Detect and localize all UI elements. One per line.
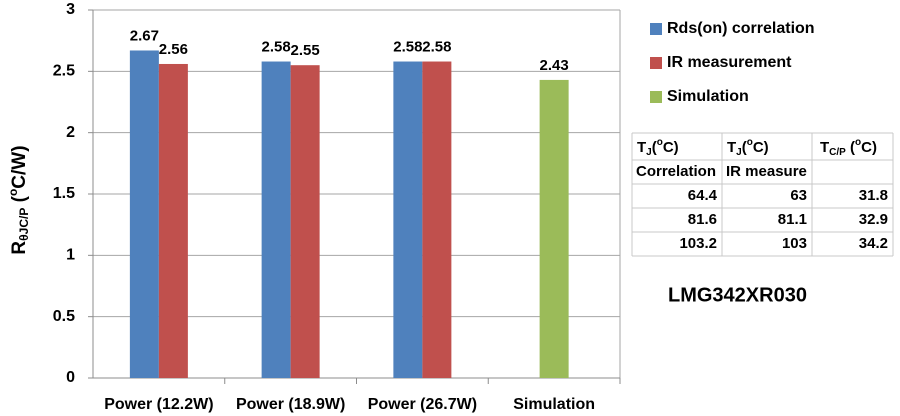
label-part: T xyxy=(637,139,646,156)
table-cell: 34.2 xyxy=(859,235,888,252)
value-label: 2.58 xyxy=(262,38,291,55)
value-label: 2.56 xyxy=(159,41,188,58)
table-cell: 81.1 xyxy=(778,211,807,228)
y-tick-label: 0.5 xyxy=(53,308,75,325)
label-part: C) xyxy=(663,139,679,156)
label-part: ( xyxy=(652,139,657,156)
label-part: J xyxy=(736,147,742,158)
bar xyxy=(422,61,452,379)
legend-swatch xyxy=(650,57,662,69)
label-part: o xyxy=(855,137,861,148)
table-cell: 103.2 xyxy=(679,235,717,252)
y-axis-label: RθJC/P (oC/W) xyxy=(6,145,31,254)
x-tick-label: Power (18.9W) xyxy=(236,396,345,413)
label-part: C/P xyxy=(829,147,846,158)
y-tick-label: 2.5 xyxy=(53,63,75,80)
bar xyxy=(261,61,291,379)
table-cell: 64.4 xyxy=(688,187,718,204)
label-part: ( xyxy=(9,195,30,207)
legend-label: Simulation xyxy=(667,88,749,105)
label-part: T xyxy=(820,139,829,156)
legend-swatch xyxy=(650,23,662,35)
table-header: TJ(oC) xyxy=(727,137,769,158)
table-cell: 81.6 xyxy=(688,211,717,228)
y-tick-label: 0 xyxy=(66,369,75,386)
bar xyxy=(158,63,188,379)
legend-label: Rds(on) correlation xyxy=(667,20,815,37)
y-tick-label: 2 xyxy=(66,124,75,141)
y-tick-label: 1.5 xyxy=(53,185,75,202)
label-part: J xyxy=(646,147,652,158)
bar xyxy=(539,79,569,379)
legend-swatch xyxy=(650,91,662,103)
value-label: 2.58 xyxy=(393,38,422,55)
table-subheader: Correlation xyxy=(636,163,716,180)
label-part: ( xyxy=(742,139,747,156)
bar xyxy=(290,65,320,378)
label-part: R xyxy=(9,241,30,255)
x-tick-label: Power (26.7W) xyxy=(368,396,477,413)
value-label: 2.43 xyxy=(540,57,569,74)
table-cell: 31.8 xyxy=(859,187,888,204)
part-label: LMG342XR030 xyxy=(668,284,807,306)
value-label: 2.67 xyxy=(130,27,159,44)
label-part: o xyxy=(747,137,753,148)
label-part: o xyxy=(657,137,663,148)
y-tick-label: 1 xyxy=(66,247,75,264)
value-label: 2.58 xyxy=(422,38,451,55)
table-subheader: IR measure xyxy=(726,163,807,180)
bar xyxy=(129,50,159,378)
table-cell: 103 xyxy=(782,235,807,252)
label-part: ( xyxy=(846,139,855,156)
label-part: C) xyxy=(861,139,877,156)
x-tick-label: Simulation xyxy=(513,396,595,413)
table-header: TC/P (oC) xyxy=(820,137,877,158)
table-cell: 32.9 xyxy=(859,211,888,228)
table-cell: 63 xyxy=(790,187,807,204)
bar xyxy=(393,61,423,379)
table-header: TJ(oC) xyxy=(637,137,679,158)
label-part: o xyxy=(6,189,20,196)
value-label: 2.55 xyxy=(291,42,320,59)
label-part: C/W) xyxy=(9,145,30,188)
label-part: T xyxy=(727,139,736,156)
x-tick-label: Power (12.2W) xyxy=(104,396,213,413)
label-part: θJC/P xyxy=(17,208,31,241)
legend-label: IR measurement xyxy=(667,54,792,71)
label-part: C) xyxy=(753,139,769,156)
y-tick-label: 3 xyxy=(66,1,75,18)
